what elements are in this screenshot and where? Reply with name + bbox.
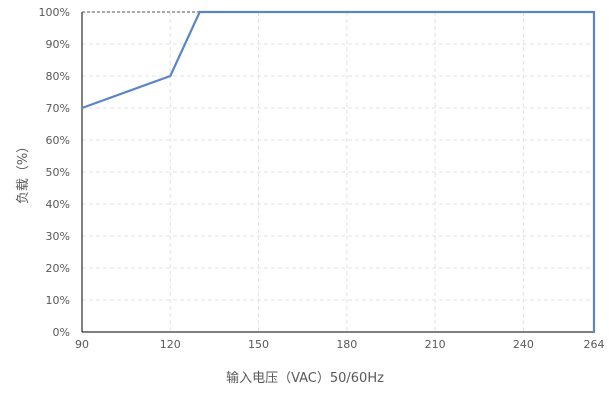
x-axis-label: 输入电压（VAC）50/60Hz xyxy=(226,370,384,386)
y-tick-label: 90% xyxy=(46,38,70,51)
x-tick-label: 120 xyxy=(160,338,181,351)
x-tick-label: 150 xyxy=(248,338,269,351)
data-point-0-4 xyxy=(592,330,596,334)
data-point-0-3 xyxy=(592,10,596,14)
y-tick-label: 30% xyxy=(46,230,70,243)
x-tick-label: 180 xyxy=(336,338,357,351)
y-tick-label: 20% xyxy=(46,262,70,275)
y-tick-label: 0% xyxy=(53,326,70,339)
x-tick-label: 264 xyxy=(584,338,605,351)
x-tick-label: 210 xyxy=(425,338,446,351)
x-tick-label: 90 xyxy=(75,338,89,351)
tick-labels: 0% 10% 20% 30% 40% 50% 60% 70% 80% 90% 100% 90 120 15… xyxy=(39,6,605,351)
y-tick-label: 70% xyxy=(46,102,70,115)
y-tick-label: 100% xyxy=(39,6,70,19)
data-point-0-1 xyxy=(169,74,172,78)
y-tick-label: 50% xyxy=(46,166,70,179)
data-point-0-2 xyxy=(198,10,201,14)
data-point-0-0 xyxy=(80,106,84,110)
y-tick-label: 10% xyxy=(46,294,70,307)
axes xyxy=(81,12,594,333)
y-tick-label: 40% xyxy=(46,198,70,211)
grid xyxy=(82,11,594,332)
y-tick-label: 60% xyxy=(46,134,70,147)
y-tick-label: 80% xyxy=(46,70,70,83)
y-axis-label: 负载（%） xyxy=(16,140,31,204)
series-layer xyxy=(80,10,596,334)
x-tick-label: 240 xyxy=(513,338,534,351)
